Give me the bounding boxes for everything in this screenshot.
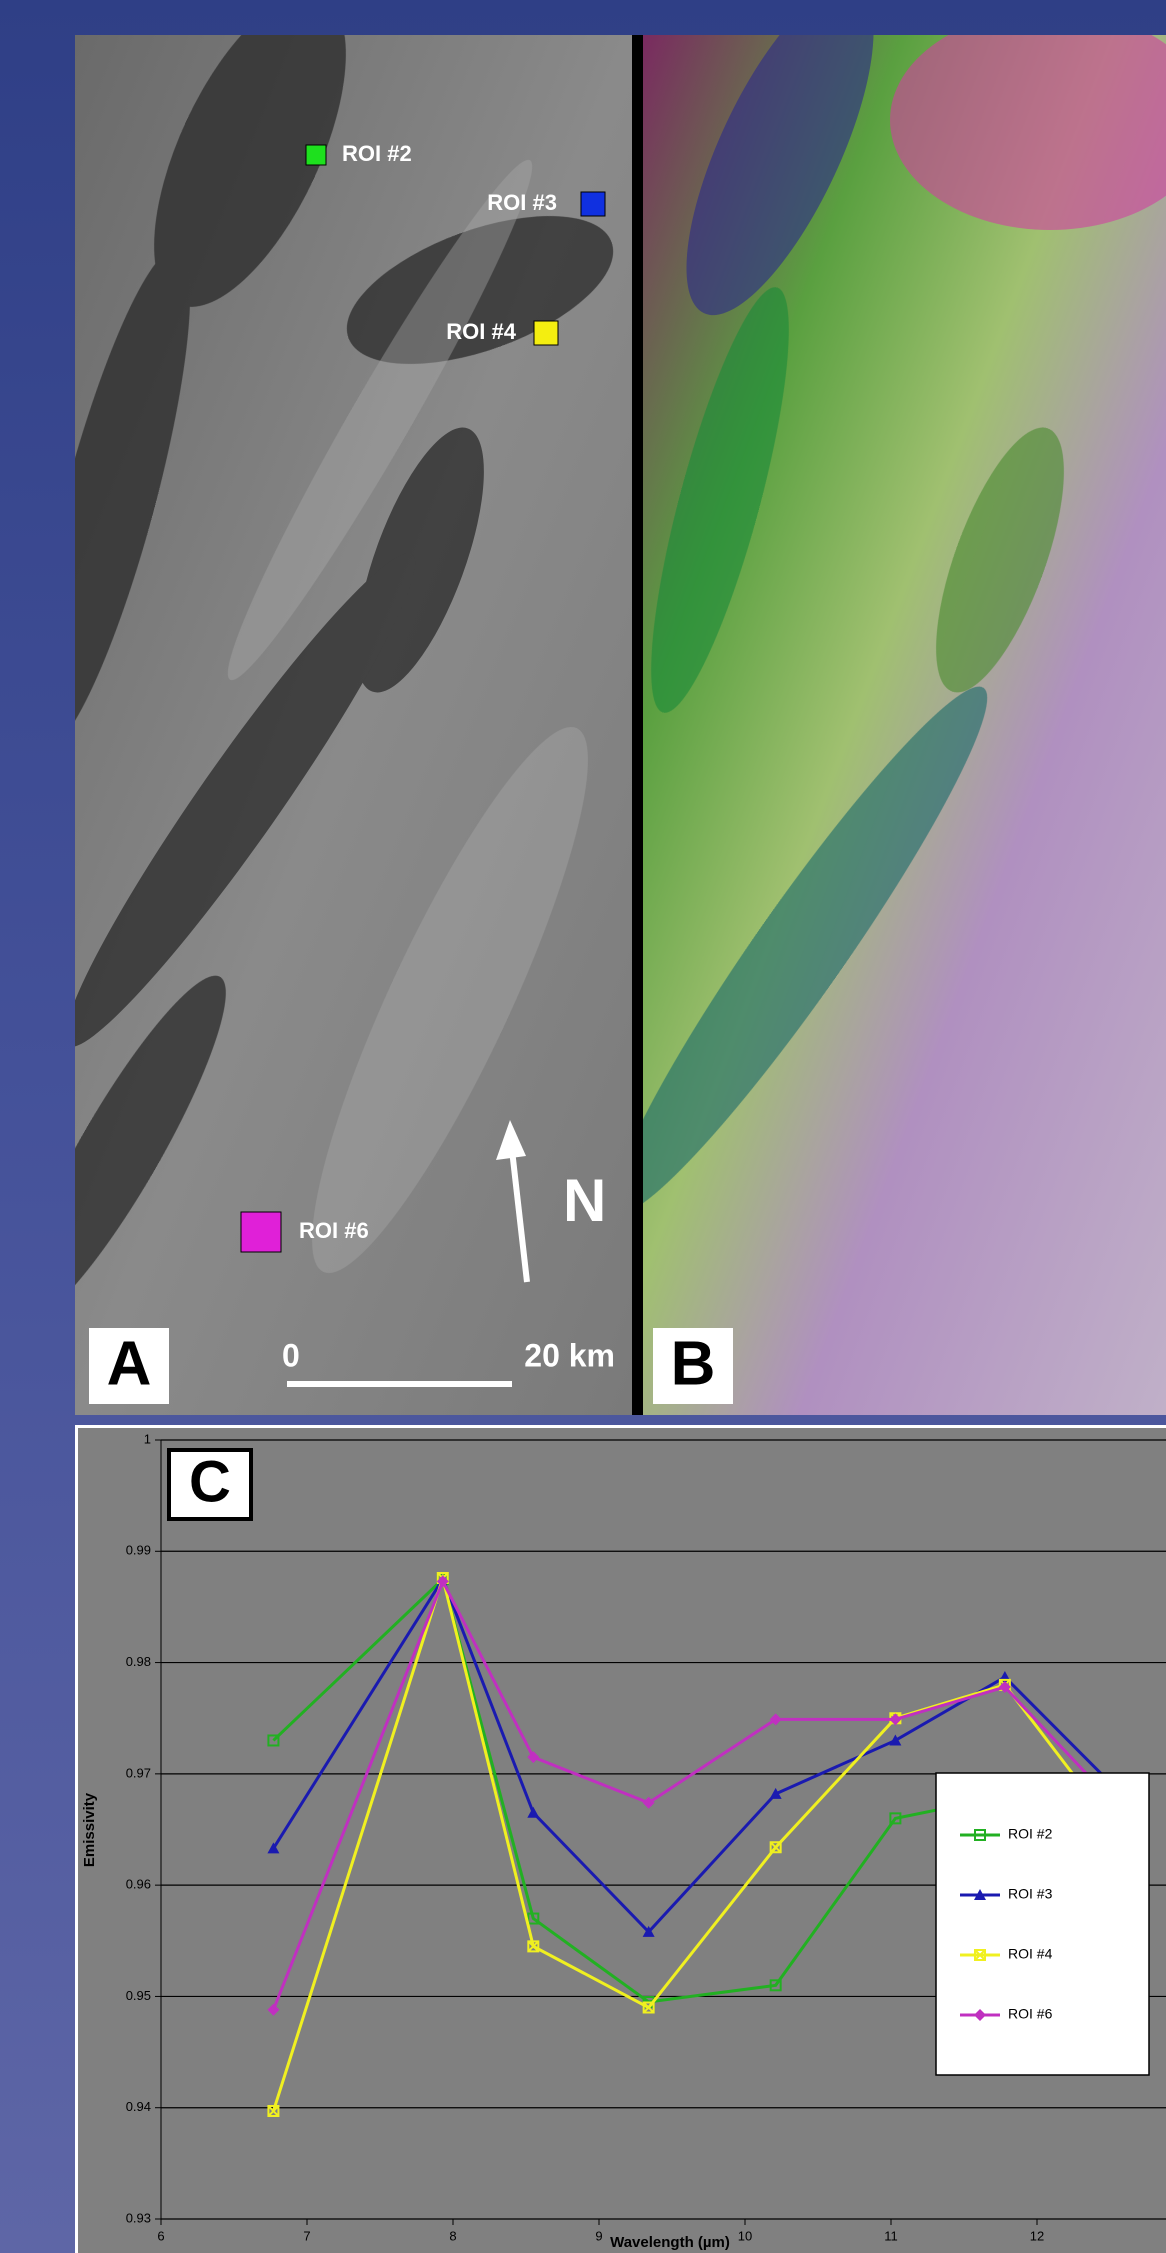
x-tick-label: 7: [303, 2228, 310, 2243]
legend-label: ROI #6: [1008, 2006, 1053, 2022]
roi-label: ROI #4: [446, 319, 516, 344]
roi-label: ROI #6: [299, 1218, 369, 1243]
legend-label: ROI #3: [1008, 1886, 1053, 1902]
divider: [632, 35, 643, 1415]
y-tick-label: 0.93: [126, 2210, 151, 2225]
roi-marker: [581, 192, 605, 216]
chart-title: C: [189, 1449, 231, 1514]
x-tick-label: 11: [884, 2228, 898, 2243]
legend-box: [936, 1773, 1149, 2075]
y-tick-label: 0.94: [126, 2099, 151, 2114]
y-tick-label: 0.95: [126, 1988, 151, 2003]
roi-marker: [306, 145, 326, 165]
legend-label: ROI #4: [1008, 1946, 1053, 1962]
y-tick-label: 0.99: [126, 1543, 151, 1558]
x-tick-label: 12: [1030, 2228, 1044, 2243]
x-axis-title: Wavelength (µm): [610, 2234, 730, 2251]
scale-start: 0: [282, 1337, 300, 1373]
slide: ROI #2 ROI #3 ROI #4 ROI #6 N A 0 20 km B 0…: [0, 0, 1166, 2253]
roi-marker: [241, 1212, 281, 1252]
panel-label: A: [107, 1329, 152, 1398]
x-tick-label: 10: [738, 2228, 752, 2243]
x-tick-label: 6: [157, 2228, 164, 2243]
roi-marker: [534, 321, 558, 345]
x-tick-label: 9: [595, 2228, 602, 2243]
roi-label: ROI #3: [487, 190, 557, 215]
x-tick-label: 8: [449, 2228, 456, 2243]
north-label: N: [563, 1167, 606, 1234]
y-tick-label: 0.97: [126, 1765, 151, 1780]
y-tick-label: 0.96: [126, 1877, 151, 1892]
legend: ROI #2 ROI #3 ROI #4 ROI #6: [936, 1773, 1149, 2075]
y-tick-label: 1: [144, 1431, 151, 1446]
roi-label: ROI #2: [342, 141, 412, 166]
y-tick-label: 0.98: [126, 1654, 151, 1669]
page: {"panels":{"a_label":"A","b_label":"B","…: [0, 0, 1166, 2253]
image-b: [580, 0, 1166, 1415]
panel-label: B: [671, 1329, 716, 1398]
scale-end: 20 km: [524, 1337, 615, 1373]
y-axis-title: Emissivity: [81, 1792, 98, 1867]
legend-label: ROI #2: [1008, 1826, 1053, 1842]
